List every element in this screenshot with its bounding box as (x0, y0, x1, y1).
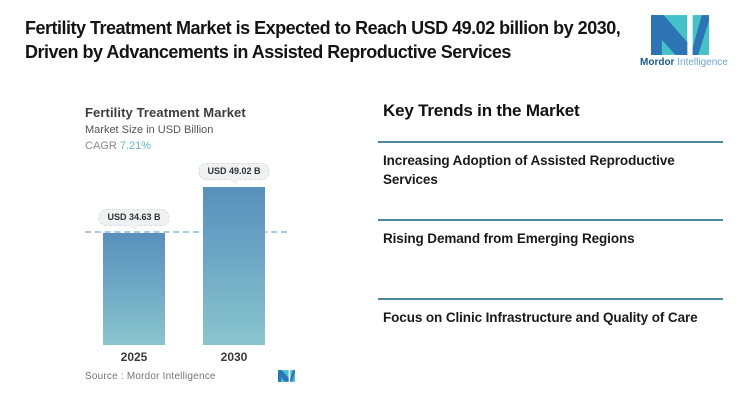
mordor-logo-icon (651, 15, 709, 55)
cagr-label: CAGR (85, 140, 117, 152)
bar-2025 (103, 233, 165, 345)
source-text: Source : Mordor Intelligence (85, 370, 216, 382)
key-trends-panel: Key Trends in the Market Increasing Adop… (378, 101, 723, 398)
axis-tick-2025: 2025 (120, 350, 148, 364)
trend-item: Focus on Clinic Infrastructure and Quali… (378, 298, 723, 398)
mordor-mini-logo-icon (278, 370, 295, 382)
axis-tick-2030: 2030 (220, 350, 248, 364)
value-label-2030: USD 49.02 B (198, 163, 270, 180)
mordor-logo-wordmark: Mordor Intelligence (640, 57, 728, 68)
chart-cagr: CAGR 7.21% (85, 140, 246, 152)
chart-subtitle: Market Size in USD Billion (85, 124, 214, 136)
chart-title: Fertility Treatment Market (85, 105, 246, 120)
chart-header: Fertility Treatment Market Market Size i… (85, 105, 246, 152)
bar-chart: USD 34.63 B USD 49.02 B 2025 2030 (85, 160, 295, 364)
mordor-logo: Mordor Intelligence (640, 15, 728, 68)
reference-dashed-line (85, 231, 287, 233)
source-row: Source : Mordor Intelligence (85, 370, 295, 382)
key-trends-heading: Key Trends in the Market (383, 101, 580, 120)
trend-item: Rising Demand from Emerging Regions (378, 219, 723, 298)
trend-item: Increasing Adoption of Assisted Reproduc… (378, 141, 723, 219)
bar-2030 (203, 187, 265, 345)
cagr-value: 7.21% (119, 140, 152, 152)
value-label-2025: USD 34.63 B (98, 209, 170, 226)
page-title: Fertility Treatment Market is Expected t… (25, 18, 621, 62)
